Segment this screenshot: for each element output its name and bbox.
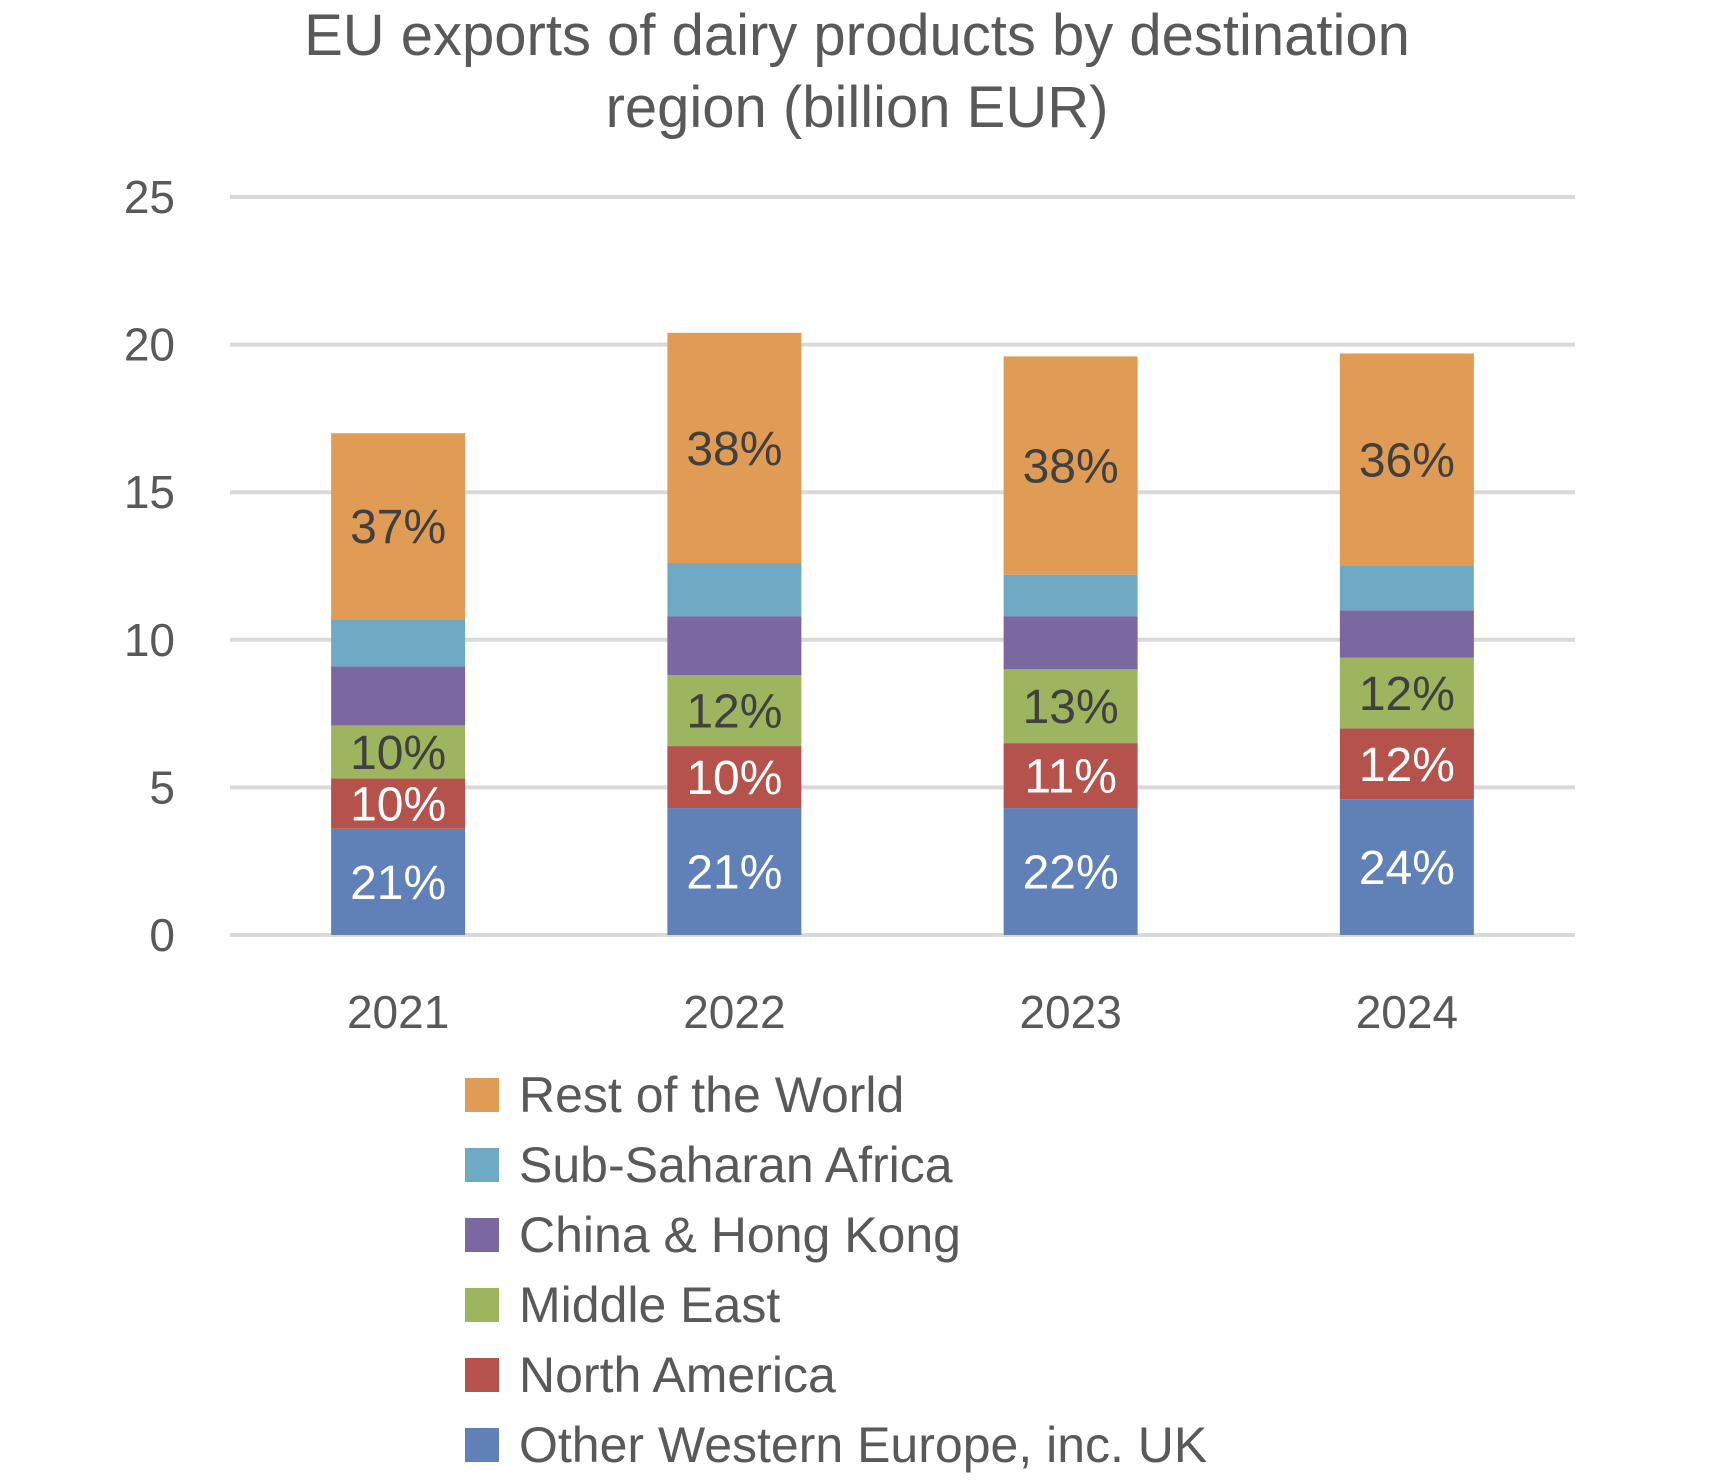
bar-segment: [1339, 799, 1474, 935]
legend-label: Sub-Saharan Africa: [519, 1137, 953, 1193]
legend-item: North America: [465, 1340, 1207, 1410]
bar-segment: [331, 666, 466, 726]
x-tick-label: 2021: [347, 986, 449, 1038]
bar-segment: [1339, 657, 1474, 729]
legend-label: Rest of the World: [519, 1067, 905, 1123]
bars: 21%10%10%37%21%10%12%38%22%11%13%38%24%1…: [331, 332, 1474, 935]
legend-swatch: [465, 1148, 499, 1182]
x-tick-label: 2022: [683, 986, 785, 1038]
legend-label: China & Hong Kong: [519, 1207, 961, 1263]
legend-item: Sub-Saharan Africa: [465, 1130, 1207, 1200]
data-label: 11%: [1024, 751, 1117, 804]
y-tick-label: 0: [149, 909, 175, 961]
bar-segment: [331, 778, 466, 829]
bar-stack-2022: 21% 10% 12% 38%: [667, 332, 802, 935]
x-axis-ticks: 2021 2022 2023 2024: [347, 986, 1458, 1038]
data-label: 38%: [1023, 441, 1119, 494]
legend-item: China & Hong Kong: [465, 1200, 1207, 1270]
legend-label: Middle East: [519, 1277, 781, 1333]
bar-segment: [667, 563, 802, 617]
data-label: 21%: [686, 847, 782, 900]
legend-label: North America: [519, 1347, 836, 1403]
legend-label: Other Western Europe, inc. UK: [519, 1417, 1208, 1473]
bar-segment: [667, 808, 802, 935]
data-label: 38%: [686, 423, 782, 476]
legend-item: Other Western Europe, inc. UK: [465, 1410, 1207, 1480]
bar-segment: [1339, 728, 1474, 800]
bar-segment: [331, 725, 466, 779]
y-axis-ticks: 0 5 10 15 20 25: [124, 171, 175, 961]
data-label: 37%: [350, 501, 446, 554]
bar-segment: [1003, 616, 1138, 670]
chart-title-line-2: region (billion EUR): [605, 75, 1109, 140]
legend-item: Rest of the World: [465, 1060, 1207, 1130]
data-label: 10%: [686, 752, 782, 805]
x-tick-label: 2023: [1019, 986, 1121, 1038]
legend-swatch: [465, 1358, 499, 1392]
bar-segment: [1003, 356, 1138, 575]
data-label: 13%: [1023, 681, 1119, 734]
data-label: 10%: [350, 779, 446, 832]
legend-item: Middle East: [465, 1270, 1207, 1340]
y-tick-label: 15: [124, 466, 175, 518]
data-label: 12%: [1359, 739, 1455, 792]
chart-title-line-1: EU exports of dairy products by destinat…: [304, 3, 1410, 68]
bar-segment: [331, 433, 466, 620]
y-tick-label: 20: [124, 319, 175, 371]
y-tick-label: 25: [124, 171, 175, 223]
x-tick-label: 2024: [1356, 986, 1458, 1038]
bar-segment: [331, 828, 466, 935]
data-label: 36%: [1359, 435, 1455, 488]
bar-stack-2024: 24% 12% 12% 36%: [1339, 353, 1474, 935]
bar-segment: [667, 675, 802, 747]
bar-segment: [1339, 610, 1474, 658]
bar-segment: [1339, 566, 1474, 611]
bar-segment: [1339, 353, 1474, 566]
bar-segment: [667, 616, 802, 676]
bar-segment: [331, 619, 466, 667]
legend-swatch: [465, 1288, 499, 1322]
y-tick-label: 10: [124, 614, 175, 666]
legend-swatch: [465, 1078, 499, 1112]
bar-segment: [667, 332, 802, 564]
bar-segment: [1003, 743, 1138, 809]
legend-swatch: [465, 1218, 499, 1252]
data-label: 24%: [1359, 842, 1455, 895]
data-label: 10%: [350, 727, 446, 780]
data-label: 22%: [1023, 847, 1119, 900]
bar-segment: [667, 746, 802, 809]
bar-segment: [1003, 574, 1138, 617]
y-tick-label: 5: [149, 761, 175, 813]
data-label: 12%: [686, 686, 782, 739]
bar-stack-2023: 22% 11% 13% 38%: [1003, 356, 1138, 935]
data-label: 21%: [350, 857, 446, 910]
legend: Rest of the World Sub-Saharan Africa China…: [465, 1060, 1207, 1480]
data-label: 12%: [1359, 668, 1455, 721]
bar-segment: [1003, 808, 1138, 935]
chart-title: EU exports of dairy products by destinat…: [0, 0, 1714, 144]
bar-stack-2021: 21% 10%10% 37%: [331, 433, 466, 935]
legend-swatch: [465, 1428, 499, 1462]
bar-segment: [1003, 669, 1138, 744]
